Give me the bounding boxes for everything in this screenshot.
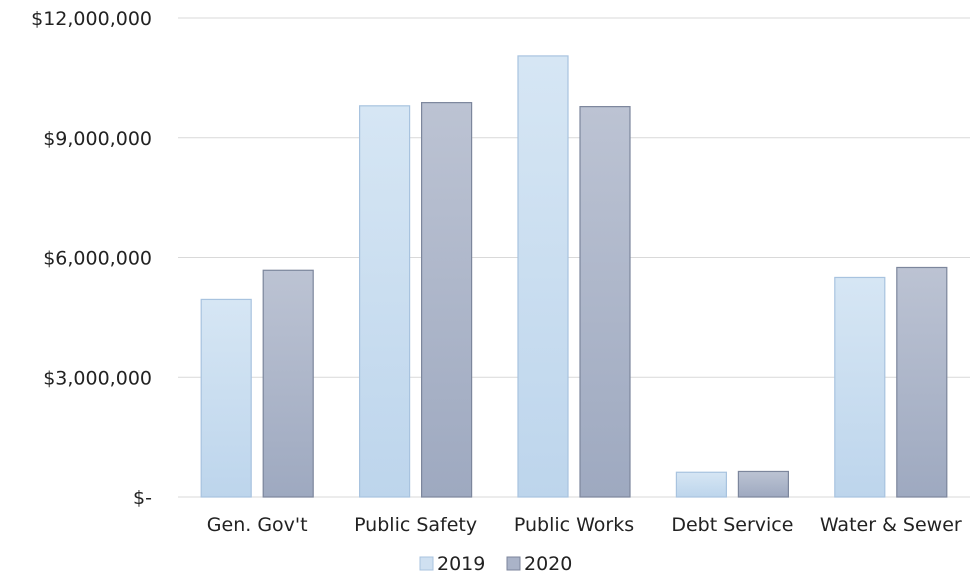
bar-2020-1 (421, 102, 473, 498)
bar-2019-1 (359, 105, 411, 498)
y-tick-label: $6,000,000 (43, 248, 152, 270)
x-category-label: Gen. Gov't (207, 514, 308, 536)
bars (200, 55, 948, 498)
y-tick-label: $- (133, 487, 152, 509)
y-tick-label: $12,000,000 (31, 8, 152, 30)
bar-2019-2 (517, 55, 569, 498)
x-category-label: Water & Sewer (820, 514, 962, 536)
y-tick-label: $3,000,000 (43, 367, 152, 389)
y-axis-tick-labels: $- $3,000,000 $6,000,000 $9,000,000 $12,000,… (31, 8, 152, 509)
x-category-label: Public Safety (354, 514, 477, 536)
bar-2019-3 (675, 471, 728, 498)
y-tick-label: $9,000,000 (43, 128, 152, 150)
bar-2020-0 (262, 269, 314, 498)
x-category-label: Public Works (514, 514, 634, 536)
x-category-label: Debt Service (671, 514, 793, 536)
bar-2020-4 (896, 266, 948, 498)
bar-2019-0 (200, 298, 252, 498)
legend-label: 2019 (437, 553, 485, 575)
legend: 2019 2020 (419, 553, 572, 575)
bar-2019-4 (834, 276, 886, 498)
legend-label: 2020 (524, 553, 572, 575)
legend-swatch-2020 (506, 556, 521, 571)
legend-swatch-2019 (419, 556, 434, 571)
bar-2020-3 (737, 470, 790, 498)
x-axis-category-labels: Gen. Gov't Public Safety Public Works Debt … (207, 514, 962, 536)
bar-2020-2 (579, 106, 631, 498)
